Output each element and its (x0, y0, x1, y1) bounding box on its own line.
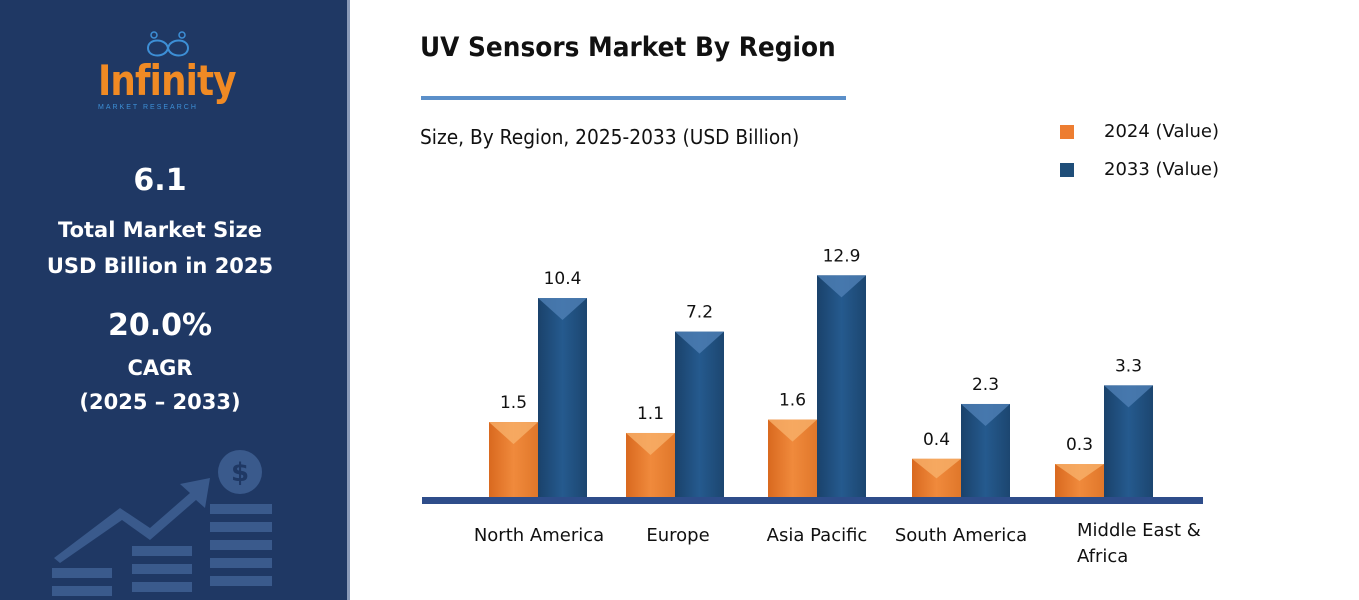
cagr-period: (2025 – 2033) (79, 390, 241, 414)
cagr-label: CAGR (127, 356, 193, 380)
logo-tagline: MARKET RESEARCH (98, 104, 198, 111)
market-size-label: Total Market Size (58, 218, 262, 242)
legend-label: 2024 (Value) (1104, 121, 1220, 142)
category-label: South America (895, 525, 1027, 546)
logo: Infinity MARKET RESEARCH (98, 30, 238, 111)
bar-bevel (817, 275, 866, 298)
data-label: 1.1 (637, 404, 664, 424)
data-label: 0.4 (923, 430, 950, 450)
bar-2033 (675, 331, 724, 498)
chart-subtitle: Size, By Region, 2025-2033 (USD Billion) (420, 125, 800, 149)
data-label: 2.3 (972, 375, 999, 395)
bar-2033 (817, 275, 866, 498)
market-size-unit: USD Billion in 2025 (46, 254, 274, 278)
infinity-logo-icon (146, 31, 190, 57)
growth-chart-dollar-icon: $ (52, 450, 272, 596)
legend-label: 2033 (Value) (1104, 159, 1220, 180)
svg-text:$: $ (231, 458, 249, 488)
data-label: 10.4 (544, 269, 582, 289)
category-label: Middle East & Africa (1077, 520, 1201, 567)
bar-bevel (768, 419, 817, 442)
bar-bevel (489, 422, 538, 445)
legend-item-2024: 2024 (Value) (1060, 121, 1219, 142)
bar-bevel (675, 331, 724, 354)
bar-2033 (538, 298, 587, 498)
chart-title: UV Sensors Market By Region (420, 32, 836, 63)
data-label: 1.6 (779, 391, 806, 411)
bar-bevel (1104, 385, 1153, 408)
bar-bevel (912, 458, 961, 479)
data-label: 7.2 (686, 303, 713, 323)
bar-bevel (961, 403, 1010, 426)
title-underline (421, 96, 846, 100)
bar-bevel (1055, 464, 1104, 482)
data-label: 12.9 (823, 246, 861, 266)
legend-swatch (1060, 124, 1074, 139)
data-label: 0.3 (1066, 435, 1093, 455)
x-axis-line (422, 497, 1203, 504)
bar-bevel (538, 298, 587, 321)
cagr-value: 20.0% (107, 308, 213, 343)
market-size-value: 6.1 (133, 163, 187, 198)
sidebar-divider (347, 0, 350, 600)
data-label: 1.5 (500, 393, 527, 413)
data-label: 3.3 (1115, 356, 1142, 376)
legend-item-2033: 2033 (Value) (1060, 159, 1219, 180)
sidebar: Infinity MARKET RESEARCH 6.1 Total Marke… (0, 0, 347, 600)
legend-swatch (1060, 162, 1074, 177)
logo-text: Infinity (98, 56, 237, 105)
bar-bevel (626, 432, 675, 455)
category-label: Europe (646, 525, 709, 546)
category-label: North America (474, 525, 604, 546)
category-label: Asia Pacific (767, 525, 868, 546)
